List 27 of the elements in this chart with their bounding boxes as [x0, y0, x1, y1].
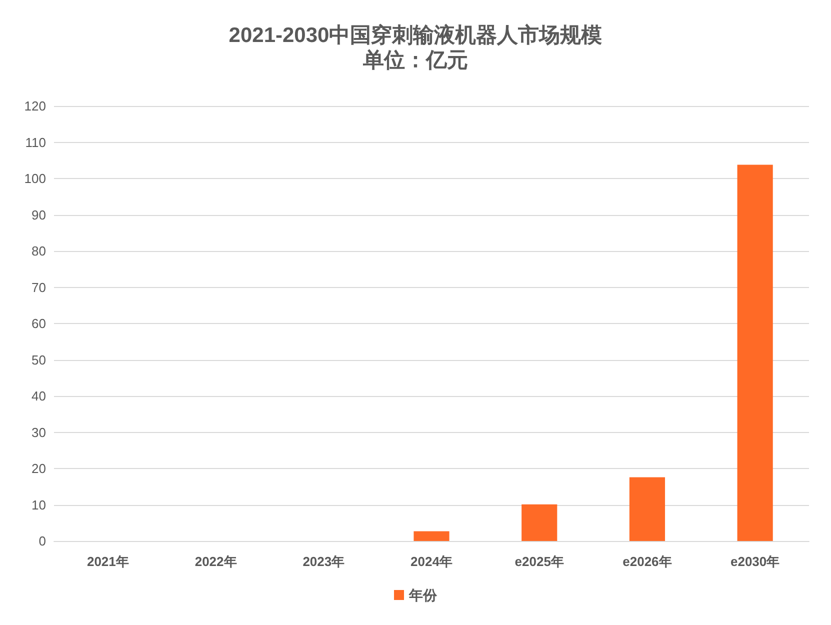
bar [414, 531, 450, 541]
x-tick-label: 2021年 [86, 554, 129, 569]
y-tick-label: 120 [24, 98, 46, 114]
x-tick-label: 2023年 [302, 554, 345, 569]
x-tick-label: e2030年 [730, 554, 780, 569]
bar [629, 477, 666, 541]
chart-subtitle: 单位：亿元 [362, 49, 468, 72]
bar [522, 504, 558, 541]
x-tick-label: 2024年 [410, 554, 452, 569]
y-tick-label: 0 [38, 534, 46, 548]
x-tick-label: 2022年 [194, 554, 237, 569]
chart-title: 2021-2030中国穿刺输液机器人市场规模 [228, 23, 602, 47]
y-tick-label: 60 [32, 316, 46, 331]
y-tick-label: 90 [32, 207, 46, 222]
y-tick-label: 80 [32, 244, 46, 258]
x-tick-label: e2025年 [514, 554, 564, 569]
y-tick-label: 20 [32, 461, 46, 476]
y-tick-label: 100 [24, 171, 46, 186]
legend-label: 年份 [408, 587, 438, 603]
y-tick-label: 10 [32, 497, 46, 512]
y-tick-label: 40 [32, 388, 46, 404]
y-tick-label: 110 [25, 134, 46, 150]
y-tick-label: 70 [32, 280, 46, 295]
x-tick-label: e2026年 [622, 554, 672, 569]
y-tick-label: 30 [32, 424, 46, 440]
bar [737, 164, 773, 541]
y-tick-label: 50 [32, 352, 46, 368]
